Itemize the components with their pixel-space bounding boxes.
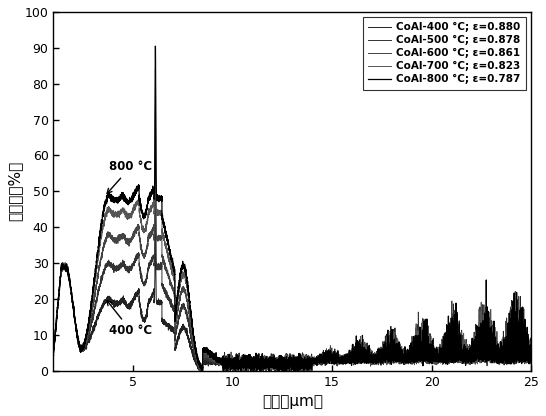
CoAl-400 °C; ε=0.880 (405, 354, 411, 359)
CoAl-800 °C; ε=0.787 (223, 356, 230, 361)
Line: CoAl-700 °C; ε=0.823: CoAl-700 °C; ε=0.823 (54, 69, 531, 371)
CoAl-600 °C; ε=0.861 (405, 354, 411, 359)
CoAl-600 °C; ε=0.861 (430, 353, 436, 358)
CoAl-600 °C; ε=0.861 (152, 105, 159, 110)
CoAl-600 °C; ε=0.861 (333, 354, 340, 359)
CoAl-400 °C; ε=0.880 (430, 357, 436, 362)
CoAl-500 °C; ε=0.878 (198, 368, 205, 373)
Legend: CoAl-400 °C; ε=0.880, CoAl-500 °C; ε=0.878, CoAl-600 °C; ε=0.861, CoAl-700 °C; ε: CoAl-400 °C; ε=0.880, CoAl-500 °C; ε=0.8… (363, 17, 526, 89)
CoAl-500 °C; ε=0.878 (333, 355, 340, 360)
CoAl-700 °C; ε=0.823 (50, 350, 57, 355)
CoAl-600 °C; ε=0.861 (223, 358, 230, 363)
CoAl-700 °C; ε=0.823 (152, 67, 159, 72)
CoAl-500 °C; ε=0.878 (528, 354, 535, 359)
CoAl-500 °C; ε=0.878 (430, 352, 436, 357)
CoAl-800 °C; ε=0.787 (74, 336, 81, 341)
CoAl-700 °C; ε=0.823 (528, 360, 535, 365)
Line: CoAl-800 °C; ε=0.787: CoAl-800 °C; ε=0.787 (54, 46, 531, 371)
CoAl-700 °C; ε=0.823 (199, 368, 206, 373)
CoAl-700 °C; ε=0.823 (405, 359, 411, 364)
CoAl-700 °C; ε=0.823 (430, 353, 436, 358)
CoAl-800 °C; ε=0.787 (528, 354, 535, 359)
CoAl-800 °C; ε=0.787 (50, 350, 57, 355)
Line: CoAl-400 °C; ε=0.880: CoAl-400 °C; ε=0.880 (54, 214, 531, 371)
CoAl-800 °C; ε=0.787 (152, 44, 159, 49)
CoAl-400 °C; ε=0.880 (198, 368, 204, 373)
CoAl-500 °C; ε=0.878 (354, 357, 360, 362)
Y-axis label: 反射率（%）: 反射率（%） (7, 161, 22, 221)
CoAl-800 °C; ε=0.787 (199, 368, 205, 373)
Text: 800 °C: 800 °C (107, 160, 152, 193)
CoAl-800 °C; ε=0.787 (333, 351, 340, 356)
CoAl-600 °C; ε=0.861 (74, 334, 81, 339)
CoAl-400 °C; ε=0.880 (74, 334, 81, 339)
CoAl-400 °C; ε=0.880 (354, 359, 360, 364)
CoAl-600 °C; ε=0.861 (198, 368, 205, 373)
CoAl-500 °C; ε=0.878 (74, 336, 81, 341)
CoAl-600 °C; ε=0.861 (354, 350, 360, 355)
CoAl-800 °C; ε=0.787 (354, 359, 360, 364)
CoAl-800 °C; ε=0.787 (405, 359, 411, 364)
CoAl-800 °C; ε=0.787 (430, 352, 436, 357)
CoAl-400 °C; ε=0.880 (50, 350, 57, 355)
CoAl-700 °C; ε=0.823 (223, 363, 230, 368)
CoAl-500 °C; ε=0.878 (405, 357, 411, 362)
CoAl-500 °C; ε=0.878 (223, 359, 230, 364)
X-axis label: 波长（μm）: 波长（μm） (262, 394, 323, 409)
CoAl-400 °C; ε=0.880 (333, 359, 340, 364)
CoAl-500 °C; ε=0.878 (50, 349, 57, 354)
CoAl-700 °C; ε=0.823 (354, 351, 360, 356)
Line: CoAl-500 °C; ε=0.878: CoAl-500 °C; ε=0.878 (54, 155, 531, 371)
CoAl-500 °C; ε=0.878 (152, 153, 159, 158)
CoAl-400 °C; ε=0.880 (223, 358, 230, 363)
CoAl-700 °C; ε=0.823 (74, 334, 81, 339)
Line: CoAl-600 °C; ε=0.861: CoAl-600 °C; ε=0.861 (54, 108, 531, 371)
Text: 400 °C: 400 °C (107, 300, 152, 337)
CoAl-400 °C; ε=0.880 (528, 355, 535, 360)
CoAl-600 °C; ε=0.861 (50, 352, 57, 357)
CoAl-700 °C; ε=0.823 (333, 354, 340, 359)
CoAl-400 °C; ε=0.880 (152, 211, 159, 216)
CoAl-600 °C; ε=0.861 (528, 347, 535, 352)
